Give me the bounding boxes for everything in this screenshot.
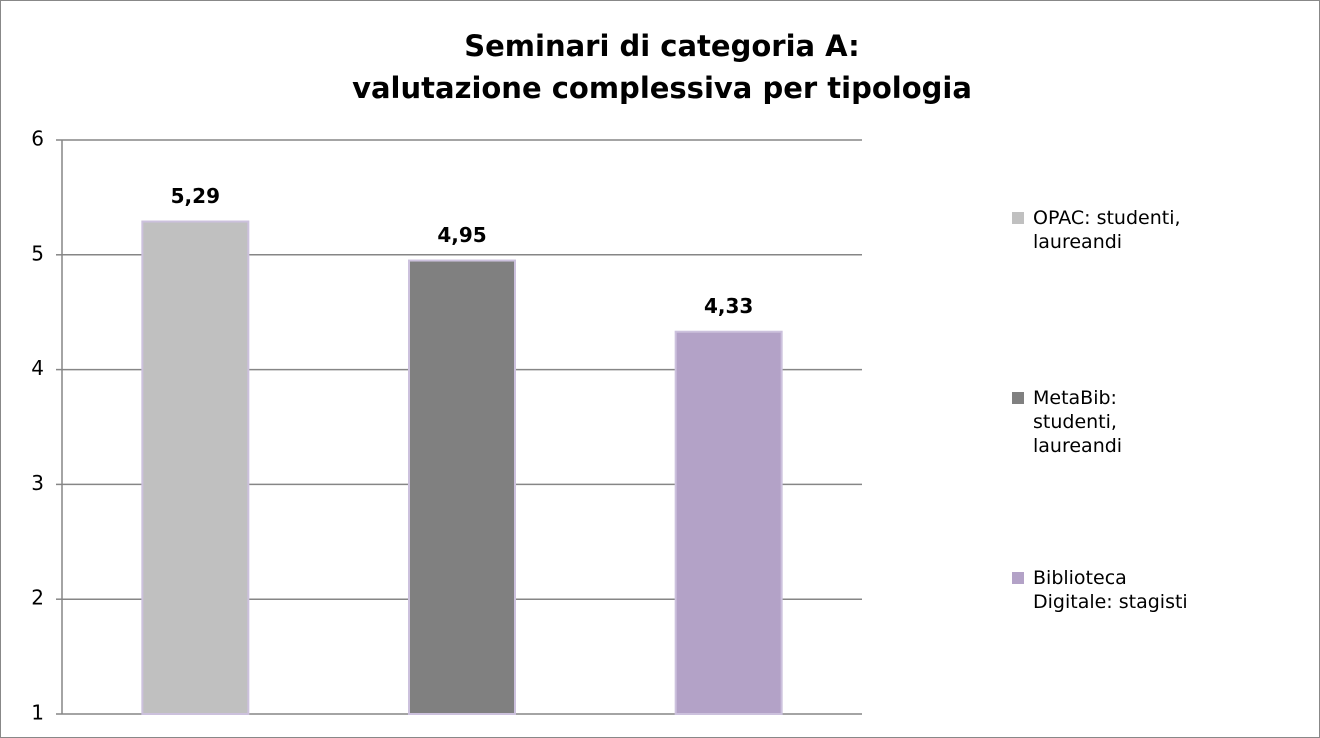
- value-label: 4,95: [437, 223, 486, 247]
- legend-swatch: [1012, 572, 1024, 584]
- bar: [408, 259, 516, 715]
- bar: [141, 220, 250, 715]
- legend-swatch: [1012, 392, 1024, 404]
- value-label: 5,29: [171, 184, 220, 208]
- chart-title: valutazione complessiva per tipologia: [352, 71, 972, 105]
- legend-label: MetaBib: studenti, laureandi: [1033, 387, 1123, 457]
- y-tick-label: 2: [31, 586, 44, 610]
- y-tick-label: 4: [31, 356, 44, 380]
- legend-label: OPAC: studenti, laureandi: [1033, 207, 1181, 253]
- value-label: 4,33: [704, 294, 753, 318]
- legend-swatch: [1012, 212, 1024, 224]
- chart-title: Seminari di categoria A:: [464, 29, 860, 63]
- y-tick-label: 1: [31, 701, 44, 725]
- y-tick-label: 5: [31, 241, 44, 265]
- y-tick-label: 6: [31, 127, 44, 151]
- bar: [674, 330, 783, 715]
- y-tick-label: 3: [31, 471, 44, 495]
- legend-label: Biblioteca Digitale: stagisti: [1033, 567, 1188, 613]
